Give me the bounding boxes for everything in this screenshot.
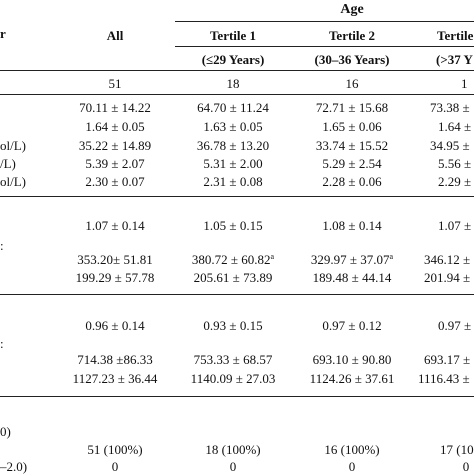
count-tertile-3: 1 <box>461 76 468 91</box>
cell-all: 353.20± 51.81 <box>77 252 153 267</box>
cell-t1: 753.33 ± 68.57 <box>193 352 273 367</box>
block-3-rule <box>0 396 474 397</box>
cell-t2: 0 <box>348 459 356 474</box>
cell-t2: 2.28 ± 0.06 <box>322 174 382 189</box>
cell-t3: 0.97 ± <box>438 318 472 333</box>
cell-all: 199.29 ± 57.78 <box>75 270 155 285</box>
cell-all: 1.07 ± 0.14 <box>85 218 145 233</box>
cell-t2: 1.08 ± 0.14 <box>322 218 382 233</box>
cell-t2: 0.97 ± 0.12 <box>322 318 382 333</box>
cell-t2: 1.65 ± 0.06 <box>322 119 382 134</box>
cell-t1: 36.78 ± 13.20 <box>196 138 270 153</box>
cell-t2: 33.74 ± 15.52 <box>315 138 389 153</box>
tertile-2-range: (30–36 Years) <box>314 52 390 67</box>
cell-t1: 64.70 ± 11.24 <box>197 100 269 115</box>
cell-t3: 1.07 ± <box>438 218 472 233</box>
cell-t2: 72.71 ± 15.68 <box>315 100 389 115</box>
count-rule <box>0 94 474 95</box>
count-all: 51 <box>108 76 122 91</box>
cell-t3: 17 (100 <box>440 442 474 457</box>
tertile-divider <box>175 46 474 47</box>
cell-t3: 346.12 ± <box>424 252 471 267</box>
count-tertile-1: 18 <box>226 76 240 91</box>
header-bottom-rule <box>0 70 474 71</box>
cell-t3: 34.95 ± <box>430 138 470 153</box>
cell-t1: 1.05 ± 0.15 <box>203 218 263 233</box>
cell-t1: 2.31 ± 0.08 <box>203 174 263 189</box>
age-header-underline <box>175 21 474 22</box>
cell-t1: 18 (100%) <box>205 442 261 457</box>
cell-t2: 189.48 ± 44.14 <box>312 270 392 285</box>
cell-all: 1127.23 ± 36.44 <box>72 371 158 386</box>
tertile-3-range: (>37 Y <box>436 52 473 67</box>
cell-t1: 0.93 ± 0.15 <box>203 318 263 333</box>
tertile-1-header: Tertile 1 <box>209 28 257 43</box>
block-2-rule <box>0 294 474 295</box>
cell-t1: 1.63 ± 0.05 <box>203 119 263 134</box>
cell-t2: 16 (100%) <box>324 442 380 457</box>
cell-all: 70.11 ± 14.22 <box>79 100 151 115</box>
cell-all: 5.39 ± 2.07 <box>85 156 145 171</box>
cell-all: 1.64 ± 0.05 <box>85 119 145 134</box>
tertile-3-header: Tertile 3 <box>437 28 474 43</box>
tertile-2-header: Tertile 2 <box>328 28 376 43</box>
cell-all: 714.38 ±86.33 <box>77 352 153 367</box>
cell-t3: 0 <box>462 459 470 474</box>
tertile-1-range: (≤29 Years) <box>201 52 265 67</box>
cell-t1: 205.61 ± 73.89 <box>193 270 273 285</box>
cell-all: 51 (100%) <box>87 442 143 457</box>
cell-all: 0 <box>111 459 119 474</box>
cell-t2: 329.97 ± 37.07a <box>310 252 394 267</box>
cell-t3: 693.17 ± <box>424 352 471 367</box>
cell-t2: 1124.26 ± 37.61 <box>309 371 395 386</box>
cell-t3: 73.38 ± <box>430 100 470 115</box>
cell-t3: 1.64 ± <box>438 119 472 134</box>
row-label: : <box>0 238 4 253</box>
cell-all: 35.22 ± 14.89 <box>78 138 152 153</box>
row-label: 0) <box>0 424 11 439</box>
cell-t3: 201.94 ± <box>424 270 471 285</box>
row-label: ol/L) <box>0 138 26 153</box>
cell-t3: 1116.43 ± <box>418 371 470 386</box>
cell-all: 2.30 ± 0.07 <box>85 174 145 189</box>
cell-t2: 693.10 ± 90.80 <box>312 352 392 367</box>
block-1-rule <box>0 196 474 197</box>
row-label: –2.0) <box>0 459 28 474</box>
cell-t1: 0 <box>229 459 237 474</box>
count-tertile-2: 16 <box>345 76 359 91</box>
cell-t1: 5.31 ± 2.00 <box>203 156 263 171</box>
row-label: : <box>0 336 4 351</box>
left-cut-header: r <box>0 26 6 41</box>
row-label: /L) <box>0 156 16 171</box>
cell-t2: 5.29 ± 2.54 <box>322 156 382 171</box>
cell-t3: 5.56 ± <box>438 156 472 171</box>
row-label: ol/L) <box>0 174 26 189</box>
age-group-header: Age <box>340 2 364 17</box>
cell-t1: 380.72 ± 60.82a <box>191 252 275 267</box>
cell-all: 0.96 ± 0.14 <box>85 318 145 333</box>
cell-t1: 1140.09 ± 27.03 <box>190 371 276 386</box>
all-column-header: All <box>106 28 124 43</box>
cell-t3: 2.29 ± <box>438 174 472 189</box>
